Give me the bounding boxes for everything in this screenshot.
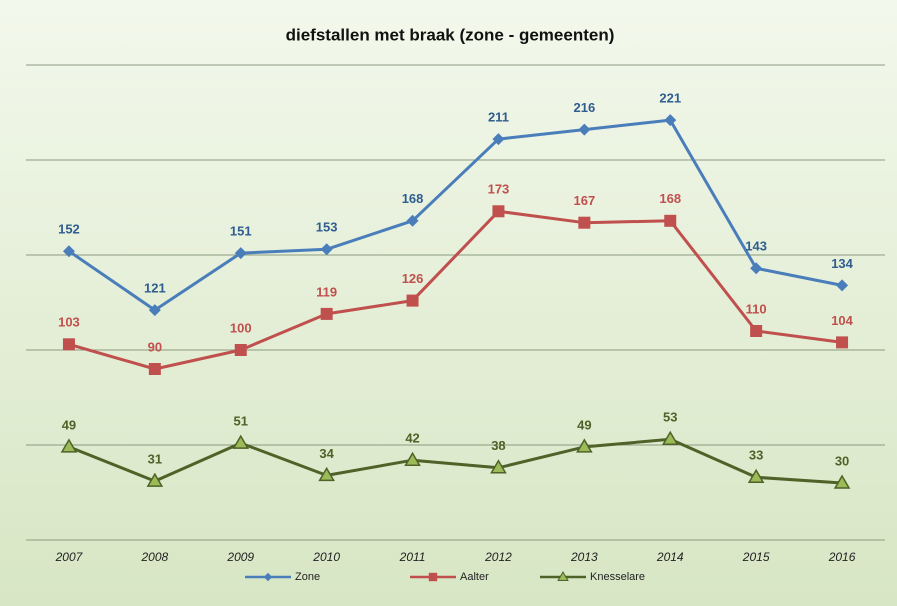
- legend-marker: [557, 571, 569, 582]
- legend-label: Knesselare: [590, 571, 645, 583]
- marker: [664, 214, 677, 227]
- data-label: 153: [316, 220, 338, 235]
- marker: [60, 438, 78, 453]
- marker: [146, 472, 164, 487]
- x-tick-label: 2011: [399, 550, 426, 564]
- series-line: [68, 118, 843, 312]
- data-label: 34: [319, 446, 334, 461]
- data-label: 221: [659, 91, 681, 106]
- data-label: 38: [491, 438, 505, 453]
- marker: [664, 114, 677, 127]
- x-tick-label: 2012: [484, 550, 512, 564]
- marker: [836, 336, 849, 349]
- x-tick-label: 2007: [55, 550, 84, 564]
- data-label: 152: [58, 222, 80, 237]
- data-label: 103: [58, 315, 80, 330]
- marker: [234, 247, 247, 260]
- x-tick-label: 2015: [742, 550, 770, 564]
- marker: [404, 451, 421, 466]
- marker: [406, 294, 419, 307]
- x-tick-label: 2016: [828, 550, 856, 564]
- marker: [661, 430, 679, 446]
- data-label: 121: [144, 281, 166, 296]
- data-label: 168: [659, 191, 681, 206]
- marker: [406, 214, 419, 227]
- marker: [836, 279, 849, 292]
- data-label: 173: [488, 182, 510, 197]
- data-label: 33: [749, 448, 763, 463]
- chart-title: diefstallen met braak (zone - gemeenten): [286, 25, 615, 44]
- data-label: 211: [488, 110, 509, 125]
- marker: [747, 468, 765, 484]
- marker: [234, 344, 247, 356]
- series-line: [68, 437, 843, 485]
- marker: [232, 434, 250, 449]
- data-label: 49: [62, 417, 76, 432]
- data-label: 51: [234, 414, 248, 429]
- data-label: 151: [230, 224, 252, 239]
- data-label: 168: [402, 191, 424, 206]
- data-label: 42: [405, 431, 419, 446]
- data-label: 143: [745, 239, 767, 254]
- x-tick-label: 2010: [312, 550, 340, 564]
- data-label: 134: [831, 256, 853, 271]
- data-label: 90: [148, 339, 162, 354]
- data-label: 126: [402, 271, 424, 286]
- x-tick-label: 2014: [656, 550, 684, 564]
- marker: [833, 474, 851, 489]
- legend-marker: [263, 572, 273, 582]
- data-label: 216: [573, 100, 595, 115]
- marker: [750, 262, 763, 275]
- data-label: 167: [573, 193, 595, 208]
- x-tick-label: 2008: [140, 550, 168, 564]
- data-label: 30: [835, 453, 849, 468]
- x-tick-label: 2013: [570, 550, 598, 564]
- data-label: 49: [577, 417, 591, 432]
- legend-marker: [428, 572, 438, 582]
- marker: [320, 243, 333, 256]
- marker: [62, 338, 75, 351]
- data-label: 100: [230, 320, 252, 335]
- marker: [578, 123, 591, 136]
- marker: [576, 438, 593, 453]
- marker: [62, 245, 75, 258]
- marker: [318, 466, 335, 482]
- marker: [492, 205, 505, 218]
- data-label: 110: [746, 301, 767, 316]
- marker: [492, 133, 505, 146]
- data-label: 31: [148, 452, 162, 467]
- legend-label: Zone: [295, 571, 320, 583]
- marker: [490, 459, 507, 474]
- data-label: 53: [663, 410, 677, 425]
- marker: [578, 216, 591, 229]
- series-line: [68, 209, 843, 371]
- marker: [148, 363, 161, 375]
- marker: [320, 307, 333, 320]
- data-label: 119: [316, 284, 337, 299]
- data-label: 104: [831, 313, 853, 328]
- marker: [750, 325, 763, 337]
- legend-label: Aalter: [460, 571, 489, 583]
- x-tick-label: 2009: [226, 550, 254, 564]
- marker: [148, 304, 161, 317]
